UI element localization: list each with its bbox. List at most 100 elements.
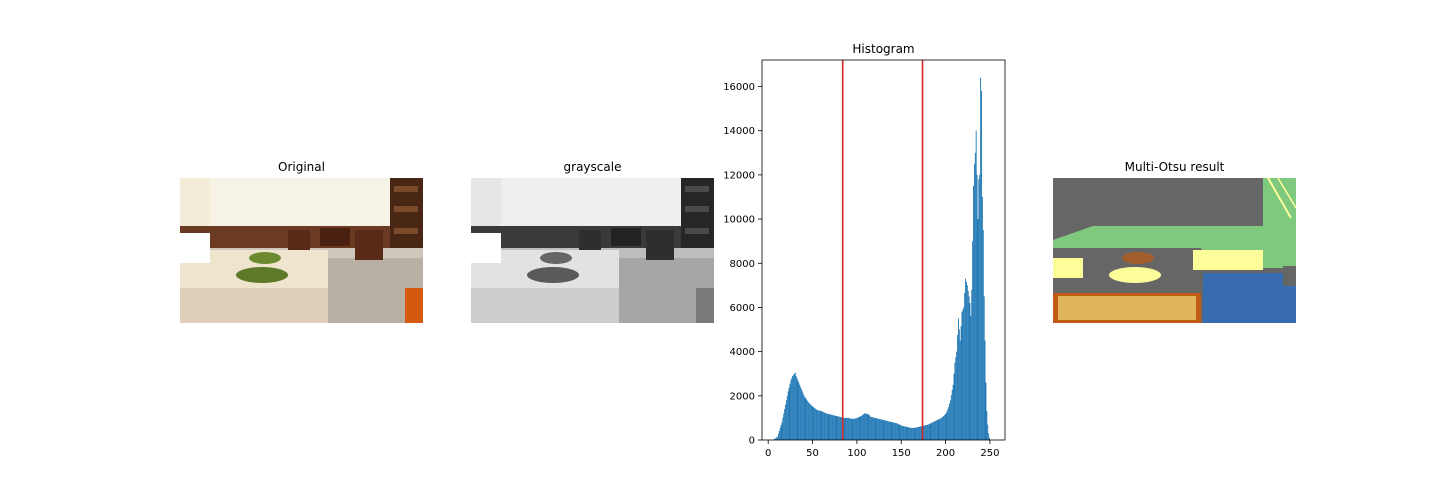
histogram-bar	[782, 417, 784, 440]
histogram-bar	[919, 426, 921, 440]
plot-frame	[761, 59, 1006, 441]
histogram-bar	[865, 413, 867, 440]
histogram-bar	[918, 426, 919, 440]
histogram-bar	[937, 419, 939, 440]
histogram-bar	[783, 413, 785, 440]
histogram-bar	[961, 311, 963, 440]
histogram-bar	[889, 421, 891, 440]
histogram-bar	[822, 411, 824, 440]
histogram-bar	[837, 416, 839, 440]
histogram-bar	[795, 375, 797, 440]
histogram-bar	[887, 421, 888, 440]
histogram-bar	[892, 422, 894, 440]
histogram-bar	[935, 420, 937, 440]
histogram-bar	[977, 219, 979, 440]
histogram-bar	[876, 418, 878, 440]
histogram-bar	[910, 427, 912, 440]
histogram-bar	[849, 418, 851, 440]
histogram-bar	[942, 417, 943, 440]
histogram-bar	[945, 413, 947, 440]
histogram-bar	[777, 433, 779, 440]
histogram-bar	[840, 417, 842, 440]
histogram-bar	[926, 424, 928, 440]
histogram-bar	[879, 419, 881, 440]
histogram-bar	[829, 414, 831, 440]
histogram-bar	[985, 382, 987, 440]
histogram-bar	[938, 419, 940, 440]
histogram-bar	[888, 421, 890, 440]
histogram-bar	[852, 419, 854, 440]
histogram-bar	[946, 411, 948, 440]
histogram-bar	[856, 417, 858, 440]
histogram-bar	[840, 417, 841, 440]
histogram-bar	[859, 416, 861, 440]
histogram-bar	[833, 415, 835, 440]
histogram-bar	[882, 419, 884, 440]
histogram-bar	[847, 417, 849, 440]
histogram-bar	[909, 427, 911, 440]
histogram-bar	[838, 416, 840, 440]
histogram-bar	[850, 418, 852, 440]
histogram-bar	[896, 423, 898, 440]
histogram-bar	[774, 438, 776, 440]
histogram-bar	[962, 309, 964, 440]
histogram-bar	[912, 427, 914, 440]
histogram-bar	[890, 421, 892, 440]
histogram-bar	[820, 411, 822, 440]
histogram-bar	[880, 419, 882, 440]
histogram-chart: 0 50 100 150 200 250 0 2000 4000 6000 8000 10000 120…	[723, 59, 1006, 459]
histogram-bar	[879, 419, 880, 440]
histogram-bar	[903, 426, 905, 440]
histogram-bar	[901, 425, 903, 440]
histogram-bar	[863, 414, 864, 440]
histogram-bar	[887, 421, 889, 440]
histogram-bar	[832, 415, 834, 440]
histogram-bar	[957, 335, 959, 440]
histogram-bar	[940, 418, 942, 440]
histogram-bar	[983, 296, 985, 440]
histogram-bar	[827, 413, 829, 440]
histogram-bar	[834, 415, 836, 440]
histogram-bar	[796, 378, 798, 440]
histogram-bar	[863, 413, 865, 440]
histogram-bar	[845, 417, 847, 440]
histogram-bar	[920, 426, 922, 440]
histogram-bar	[967, 290, 969, 440]
histogram-bar	[781, 422, 783, 440]
histogram-bar	[784, 409, 786, 440]
histogram-bar	[971, 289, 973, 440]
original-title: Original	[278, 160, 325, 174]
histogram-bar	[809, 404, 811, 440]
histogram-bar	[951, 389, 953, 440]
histogram-bar	[914, 427, 916, 440]
grayscale-image	[471, 178, 714, 323]
histogram-bar	[780, 425, 782, 440]
histogram-bar	[846, 417, 848, 440]
histogram-bar	[805, 398, 807, 440]
histogram-bar	[843, 417, 845, 440]
histogram-bar	[878, 418, 880, 440]
histogram-bar	[893, 422, 895, 440]
histogram-bar	[956, 351, 958, 440]
histogram-bar	[785, 404, 786, 440]
histogram-bar	[830, 414, 832, 440]
x-tick-label: 100	[847, 448, 866, 459]
histogram-bar	[959, 340, 961, 440]
histogram-bar	[868, 414, 870, 440]
histogram-bar	[939, 418, 941, 440]
histogram-bar	[918, 426, 920, 440]
histogram-bar	[958, 329, 960, 440]
histogram-bar	[815, 408, 817, 440]
histogram-bar	[801, 391, 803, 440]
histogram-bar	[839, 416, 841, 440]
histogram-bar	[934, 421, 935, 440]
histogram-bar	[913, 427, 915, 440]
histogram-bar	[873, 417, 875, 440]
y-tick-label: 2000	[730, 391, 755, 402]
histogram-bar	[777, 436, 778, 440]
histogram-bar	[929, 423, 931, 440]
histogram-bar	[823, 412, 825, 440]
y-tick-label: 4000	[730, 347, 755, 358]
histogram-bar	[948, 406, 950, 440]
histogram-bar	[819, 410, 821, 440]
